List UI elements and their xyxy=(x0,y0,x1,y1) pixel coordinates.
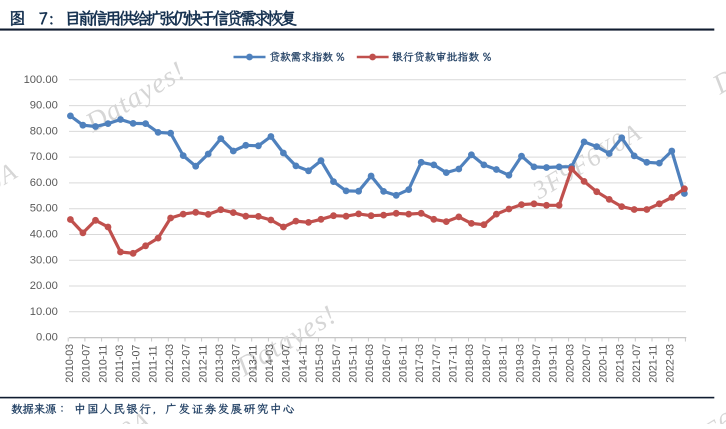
svg-text:2010-07: 2010-07 xyxy=(81,344,93,383)
svg-text:2019-07: 2019-07 xyxy=(531,344,543,383)
svg-text:2013-07: 2013-07 xyxy=(231,344,243,383)
svg-text:2020-11: 2020-11 xyxy=(598,345,610,383)
svg-text:2010-11: 2010-11 xyxy=(97,345,109,383)
svg-text:2019-03: 2019-03 xyxy=(514,344,526,383)
svg-text:2015-11: 2015-11 xyxy=(348,345,360,383)
svg-text:2014-07: 2014-07 xyxy=(281,344,293,383)
svg-text:2011-07: 2011-07 xyxy=(131,345,143,383)
svg-text:2013-03: 2013-03 xyxy=(214,344,226,383)
svg-text:20.00: 20.00 xyxy=(30,280,58,292)
svg-text:2011-03: 2011-03 xyxy=(114,345,126,383)
svg-text:2016-11: 2016-11 xyxy=(398,345,410,383)
svg-text:50.00: 50.00 xyxy=(30,203,58,215)
svg-text:10.00: 10.00 xyxy=(30,306,58,318)
svg-text:40.00: 40.00 xyxy=(30,229,58,241)
svg-text:2017-07: 2017-07 xyxy=(431,344,443,383)
svg-text:90.00: 90.00 xyxy=(30,100,58,112)
svg-text:80.00: 80.00 xyxy=(30,125,58,137)
svg-text:2021-07: 2021-07 xyxy=(631,344,643,383)
svg-text:2015-03: 2015-03 xyxy=(314,344,326,383)
svg-text:2015-07: 2015-07 xyxy=(331,344,343,383)
svg-text:2018-11: 2018-11 xyxy=(498,345,510,383)
svg-text:2021-11: 2021-11 xyxy=(648,345,660,383)
svg-text:70.00: 70.00 xyxy=(30,151,58,163)
svg-text:2014-11: 2014-11 xyxy=(297,345,309,383)
svg-text:100.00: 100.00 xyxy=(24,74,58,86)
svg-text:2014-03: 2014-03 xyxy=(264,344,276,383)
svg-text:2020-03: 2020-03 xyxy=(564,344,576,383)
svg-text:2018-03: 2018-03 xyxy=(464,344,476,383)
svg-text:2019-11: 2019-11 xyxy=(548,345,560,383)
svg-text:2020-07: 2020-07 xyxy=(581,344,593,383)
svg-text:2018-07: 2018-07 xyxy=(481,344,493,383)
svg-text:2012-03: 2012-03 xyxy=(164,344,176,383)
svg-text:2017-11: 2017-11 xyxy=(448,345,460,383)
svg-text:2016-07: 2016-07 xyxy=(381,344,393,383)
svg-text:2021-03: 2021-03 xyxy=(614,344,626,383)
svg-text:60.00: 60.00 xyxy=(30,177,58,189)
svg-text:0.00: 0.00 xyxy=(36,332,58,344)
svg-text:2011-11: 2011-11 xyxy=(147,345,159,382)
svg-text:2016-03: 2016-03 xyxy=(364,344,376,383)
svg-text:2010-03: 2010-03 xyxy=(64,344,76,383)
svg-text:2013-11: 2013-11 xyxy=(247,345,259,383)
svg-text:30.00: 30.00 xyxy=(30,254,58,266)
svg-text:2012-11: 2012-11 xyxy=(197,345,209,383)
svg-text:2017-03: 2017-03 xyxy=(414,344,426,383)
svg-text:2022-03: 2022-03 xyxy=(664,344,676,383)
svg-text:2012-07: 2012-07 xyxy=(181,344,193,383)
